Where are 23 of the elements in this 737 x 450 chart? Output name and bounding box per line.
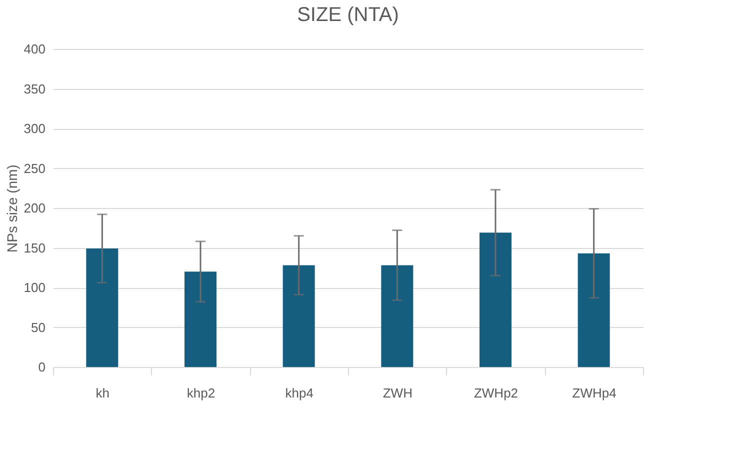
x-tick-label: ZWH	[382, 386, 412, 400]
y-axis-title: NPs size (nm)	[4, 164, 20, 252]
y-tick-label: 0	[38, 360, 46, 374]
x-tick-label: ZWHp4	[572, 386, 616, 400]
x-tick-label: kh	[96, 386, 110, 400]
bar	[480, 232, 512, 367]
y-tick-label: 300	[24, 121, 46, 136]
x-tick-label: ZWHp2	[474, 386, 518, 400]
chart-title: SIZE (NTA)	[297, 4, 399, 26]
y-tick-label: 50	[31, 320, 46, 335]
y-tick-label: 150	[24, 240, 46, 256]
bar	[282, 265, 315, 367]
x-tick-label: khp4	[285, 386, 314, 400]
y-tick-label: 100	[24, 280, 46, 295]
y-tick-label: 200	[24, 200, 46, 216]
y-tick-label: 350	[24, 81, 46, 96]
y-tick-label: 250	[24, 160, 46, 176]
y-tick-label: 400	[24, 42, 46, 56]
bar	[578, 253, 610, 367]
x-tick-label: khp2	[186, 386, 216, 400]
bar	[86, 248, 118, 367]
bar	[381, 265, 414, 367]
bar	[184, 272, 216, 367]
